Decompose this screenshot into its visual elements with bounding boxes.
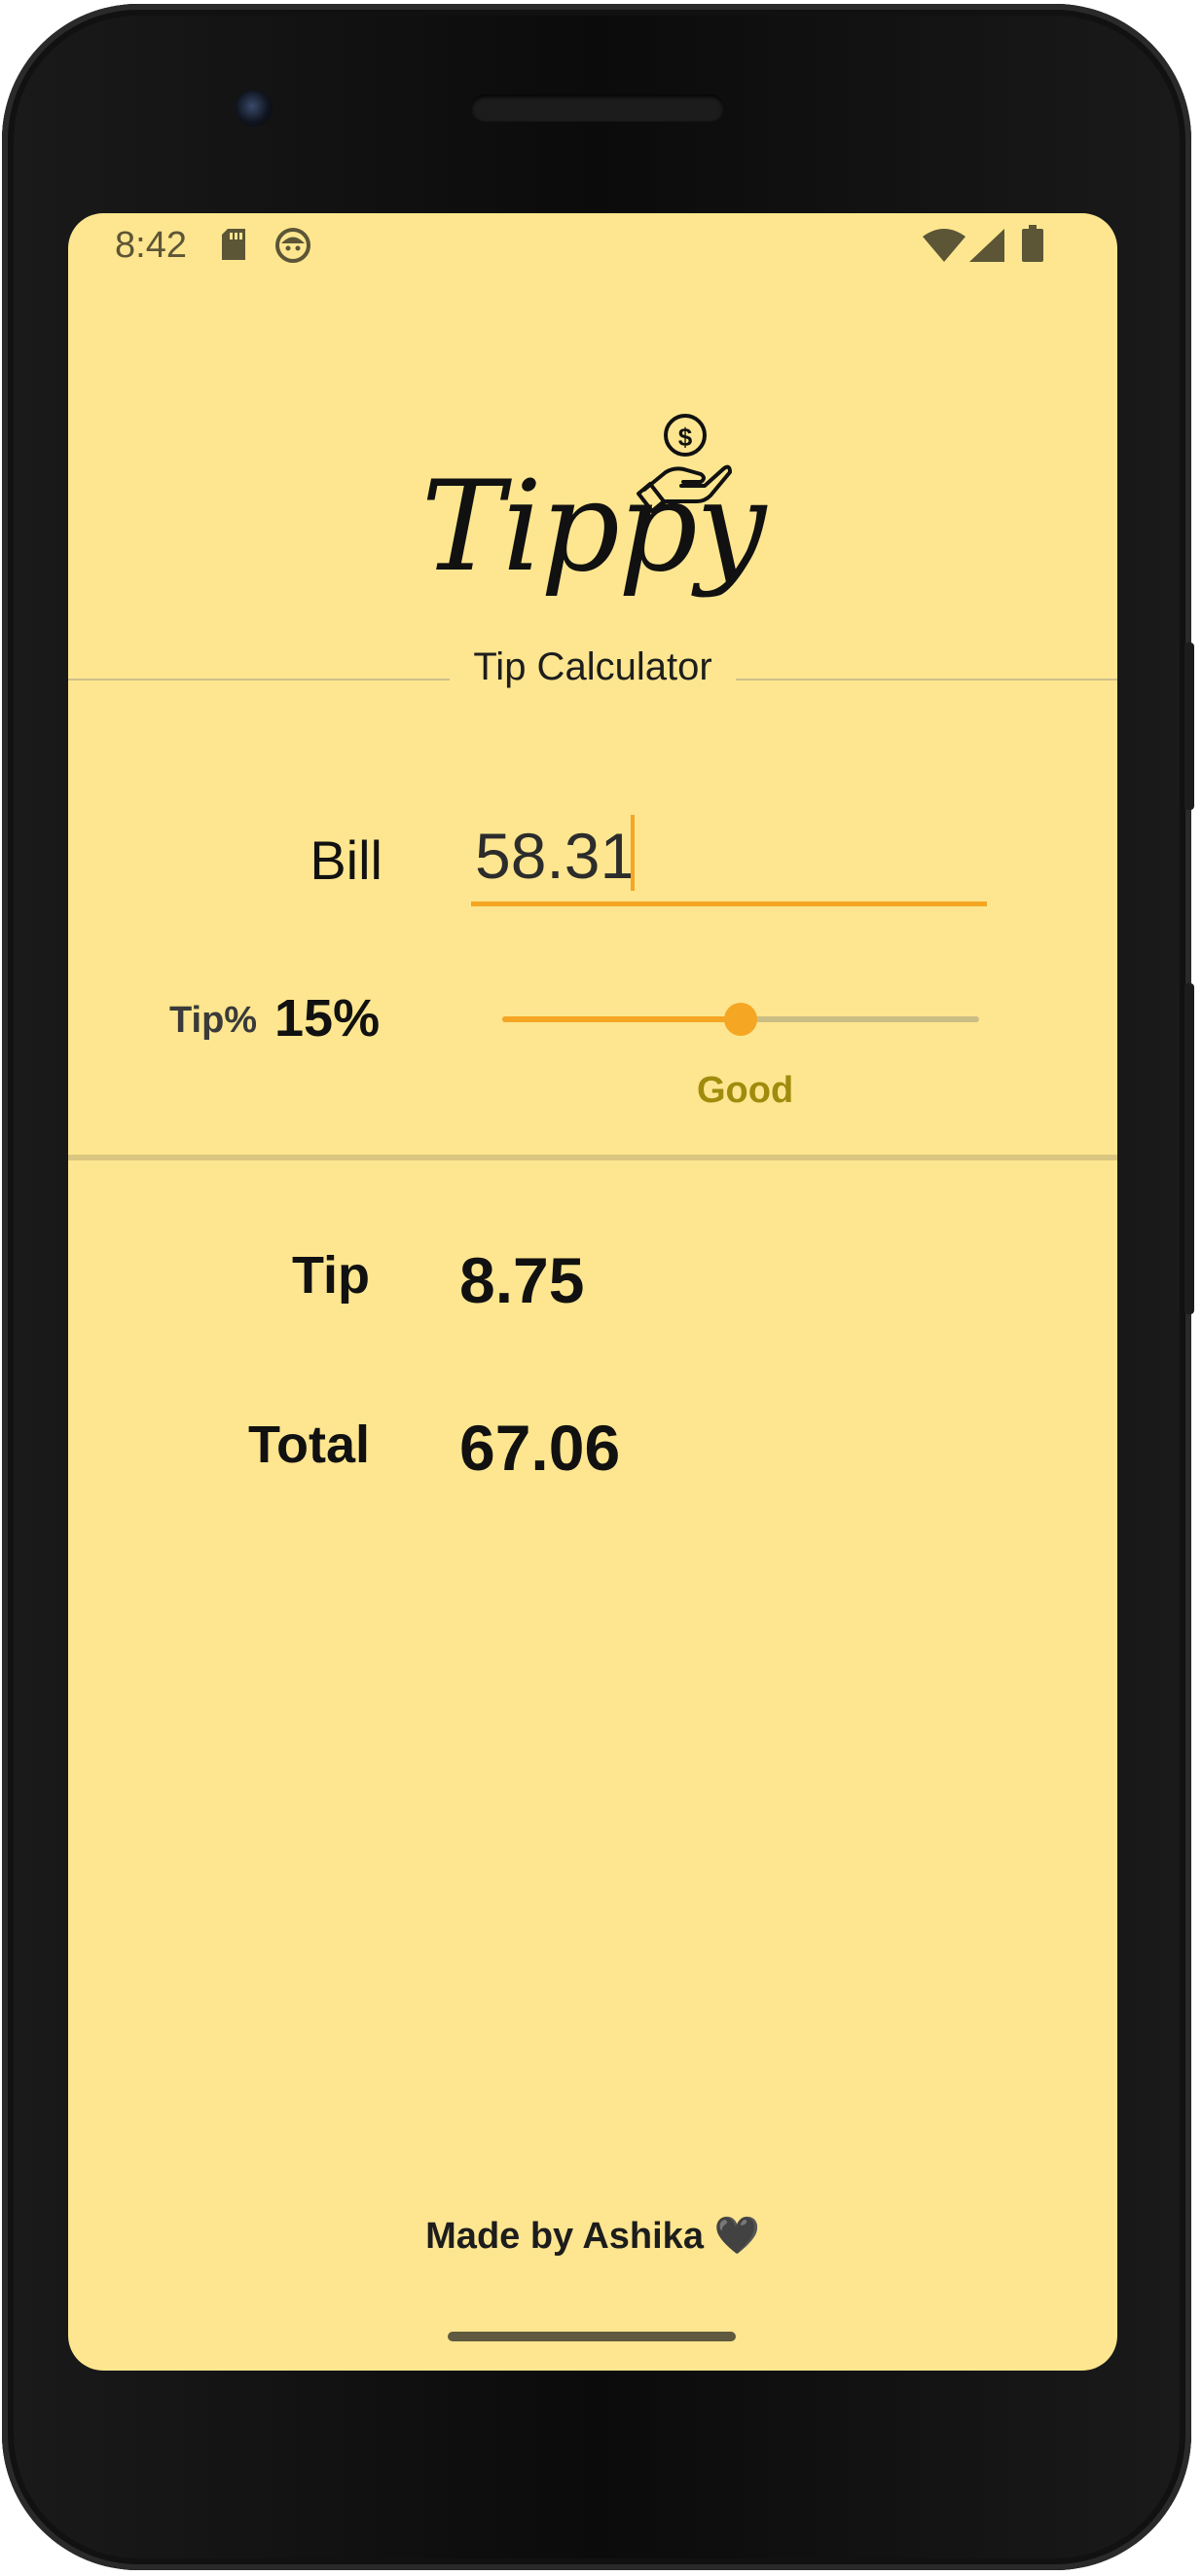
hand-coin-icon: $	[637, 412, 734, 518]
status-bar: 8:42	[68, 213, 1117, 281]
tip-description: Good	[697, 1070, 794, 1111]
power-button	[1184, 643, 1194, 810]
footer-credit: Made by Ashika 🖤	[425, 2216, 760, 2257]
tip-percent-label: Tip%	[169, 1000, 258, 1041]
battery-icon	[1022, 225, 1043, 267]
front-camera	[236, 90, 273, 127]
tip-slider[interactable]	[502, 1003, 979, 1036]
app-screen: 8:42 $ Tippy Tip Calculator Bill Tip	[68, 213, 1117, 2371]
app-logo: Tippy	[420, 455, 767, 600]
tip-amount-label: Tip	[292, 1246, 370, 1305]
bill-input[interactable]	[471, 809, 987, 906]
svg-text:$: $	[678, 423, 693, 452]
volume-button	[1184, 983, 1194, 1314]
subtitle-divider-left	[68, 679, 450, 681]
tip-percent-value: 15%	[274, 989, 381, 1048]
tip-amount-value: 8.75	[459, 1244, 585, 1316]
subtitle-divider-right	[736, 679, 1117, 681]
section-divider	[68, 1155, 1117, 1160]
tip-slider-fill	[502, 1016, 741, 1022]
app-notification-icon	[274, 227, 311, 269]
text-cursor	[631, 815, 635, 891]
status-time: 8:42	[115, 225, 187, 266]
total-amount-value: 67.06	[459, 1412, 621, 1484]
sd-card-icon	[220, 227, 247, 267]
wifi-icon	[923, 229, 965, 267]
total-amount-label: Total	[248, 1416, 370, 1474]
app-subtitle: Tip Calculator	[473, 645, 712, 688]
earpiece-speaker	[471, 94, 724, 122]
cell-signal-icon	[969, 229, 1004, 267]
bill-label: Bill	[310, 829, 382, 891]
tip-slider-thumb[interactable]	[724, 1003, 757, 1036]
home-indicator[interactable]	[448, 2332, 736, 2341]
